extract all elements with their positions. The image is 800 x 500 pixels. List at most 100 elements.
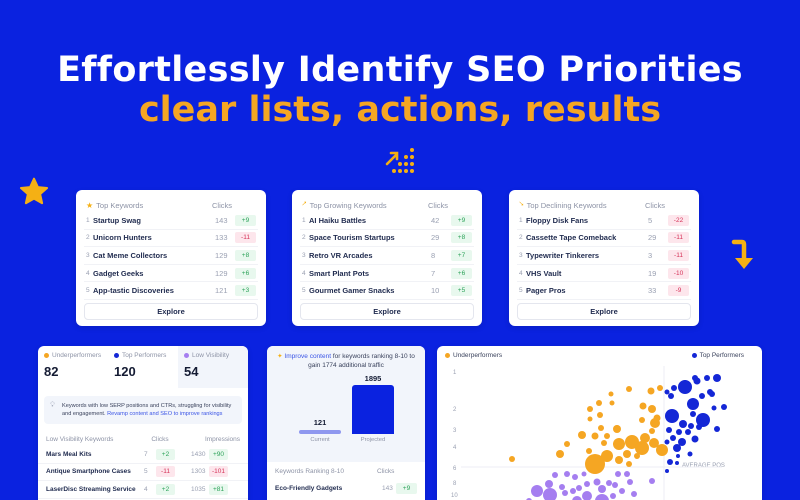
clicks: 143 — [382, 485, 393, 492]
table-row[interactable]: 5 Pager Pros 33 -9 — [517, 282, 691, 300]
impressions: 1303 — [191, 468, 206, 476]
clicks-change-badge: -11 — [156, 466, 175, 478]
explore-button[interactable]: Explore — [84, 302, 258, 320]
tip-link[interactable]: Revamp content and SEO to improve rankin… — [107, 411, 223, 417]
table-row[interactable]: 5 Gourmet Gamer Snacks 10 +5 — [300, 282, 474, 300]
table-row[interactable]: 3 Typewriter Tinkerers 3 -11 — [517, 247, 691, 265]
table-row[interactable]: 2 Cassette Tape Comeback 29 -11 — [517, 230, 691, 248]
keyword: VHS Vault — [526, 268, 562, 278]
keyword: Typewriter Tinkerers — [526, 250, 600, 260]
stat-label: Underperformers — [52, 352, 102, 359]
stat-label: Top Performers — [122, 352, 167, 359]
clicks: 133 — [215, 233, 228, 243]
legend-label: Top Performers — [699, 352, 744, 359]
change-badge: -11 — [668, 232, 689, 244]
keyword: Retro VR Arcades — [309, 250, 373, 260]
explore-button[interactable]: Explore — [517, 302, 691, 320]
dot-icon — [445, 353, 450, 358]
clicks: 8 — [431, 250, 436, 260]
impressions-change-badge: -101 — [209, 466, 228, 478]
growing-keywords-card: ⭧ Top Growing Keywords Clicks 1 AI Haiku B… — [292, 190, 482, 326]
table-row[interactable]: 1 AI Haiku Battles 42 +9 — [300, 212, 474, 230]
table-row[interactable]: 4 VHS Vault 19 -10 — [517, 265, 691, 283]
table-row[interactable]: 2 Space Tourism Startups 29 +8 — [300, 230, 474, 248]
clicks: 129 — [215, 250, 228, 260]
underperformer-points — [509, 385, 668, 474]
table-row[interactable]: Mars Meal Kits 7 +2 1430 +90 — [38, 446, 248, 464]
clicks: 29 — [431, 233, 440, 243]
table-row[interactable]: 4 Smart Plant Pots 7 +6 — [300, 265, 474, 283]
keyword: Cassette Tape Comeback — [526, 233, 617, 243]
keyword: Space Tourism Startups — [309, 233, 395, 243]
column-header-clicks: Clicks — [428, 200, 448, 210]
change-badge: -11 — [668, 249, 689, 261]
clicks: 129 — [215, 268, 228, 278]
improve-content-link[interactable]: Improve content — [284, 353, 332, 360]
card-title: Top Declining Keywords — [526, 200, 607, 210]
stat-low-visibility[interactable]: Low Visibility 54 — [178, 346, 248, 388]
rank: 2 — [86, 234, 90, 242]
improve-message: ✦ Improve content for keywords ranking 8… — [275, 352, 417, 370]
column-header-clicks: Clicks — [212, 200, 232, 210]
table-row[interactable]: 1 Floppy Disk Fans 5 -22 — [517, 212, 691, 230]
reference-label: AVERAGE POS — [682, 463, 725, 469]
change-badge: +9 — [451, 214, 472, 226]
table-row[interactable]: 4 Gadget Geeks 129 +6 — [84, 265, 258, 283]
rank: 4 — [86, 269, 90, 277]
current-bar — [299, 430, 341, 434]
rank: 1 — [519, 216, 523, 224]
rank: 5 — [86, 287, 90, 295]
legend-underperformers[interactable]: Underperformers — [445, 352, 502, 359]
change-badge: +9 — [396, 483, 417, 494]
clicks: 5 — [144, 468, 148, 476]
clicks: 29 — [648, 233, 657, 243]
column-header-impressions: Impressions — [204, 435, 240, 443]
change-badge: +8 — [451, 232, 472, 244]
table-row[interactable]: Antique Smartphone Cases 5 -11 1303 -101 — [38, 464, 248, 481]
star-icon — [19, 177, 49, 205]
table-row[interactable]: Eco-Friendly Gadgets 143 +9 — [267, 475, 425, 500]
keyword: Unicorn Hunters — [93, 233, 152, 243]
stat-underperformers[interactable]: Underperformers 82 — [38, 346, 108, 388]
dot-icon — [114, 353, 119, 358]
clicks: 10 — [431, 286, 440, 296]
trending-up-dots-icon — [385, 148, 414, 173]
keyword: Antique Smartphone Cases — [46, 468, 131, 476]
clicks: 42 — [431, 215, 440, 225]
stat-top-performers[interactable]: Top Performers 120 — [108, 346, 178, 388]
current-value: 121 — [313, 418, 327, 427]
table-row[interactable]: 5 App-tastic Discoveries 121 +3 — [84, 282, 258, 300]
table-row[interactable]: 1 Startup Swag 143 +9 — [84, 212, 258, 230]
turn-down-arrow-icon — [731, 239, 753, 269]
stat-label: Low Visibility — [192, 352, 230, 359]
clicks: 3 — [648, 250, 653, 260]
tip-box: 💡︎ Keywords with low SERP positions and … — [44, 396, 242, 424]
y-tick: 4 — [453, 445, 457, 451]
keyword: App-tastic Discoveries — [93, 286, 174, 296]
clicks: 7 — [144, 450, 148, 458]
keyword: Floppy Disk Fans — [526, 215, 589, 225]
traffic-bar-chart: 121 Current 1895 Projected — [275, 374, 417, 454]
table-row[interactable]: 2 Unicorn Hunters 133 -11 — [84, 230, 258, 248]
column-header-clicks: Clicks — [151, 435, 169, 443]
card-title: Top Keywords — [96, 200, 144, 210]
lightbulb-icon: 💡︎ — [50, 402, 55, 409]
explore-button[interactable]: Explore — [300, 302, 474, 320]
change-badge: -22 — [668, 214, 689, 226]
rank: 1 — [302, 216, 306, 224]
table-row[interactable]: 3 Cat Meme Collectors 129 +8 — [84, 247, 258, 265]
table-row[interactable]: LaserDisc Streaming Service 4 +2 1035 +8… — [38, 481, 248, 499]
legend-top-performers[interactable]: Top Performers — [691, 352, 744, 359]
rank: 3 — [302, 251, 306, 259]
change-badge: +6 — [451, 267, 472, 279]
column-header-keyword: Keywords Ranking 8-10 — [275, 468, 345, 475]
top-keywords-card: ★ Top Keywords Clicks 1 Startup Swag 143 +9 … — [76, 190, 266, 326]
clicks-change-badge: +2 — [156, 483, 175, 495]
y-tick: 8 — [453, 481, 457, 487]
change-badge: -9 — [668, 285, 689, 297]
change-badge: +3 — [235, 285, 256, 297]
change-badge: -10 — [668, 267, 689, 279]
growth-icon: ⭧ — [302, 201, 307, 208]
impressions: 1430 — [191, 450, 206, 458]
table-row[interactable]: 3 Retro VR Arcades 8 +7 — [300, 247, 474, 265]
